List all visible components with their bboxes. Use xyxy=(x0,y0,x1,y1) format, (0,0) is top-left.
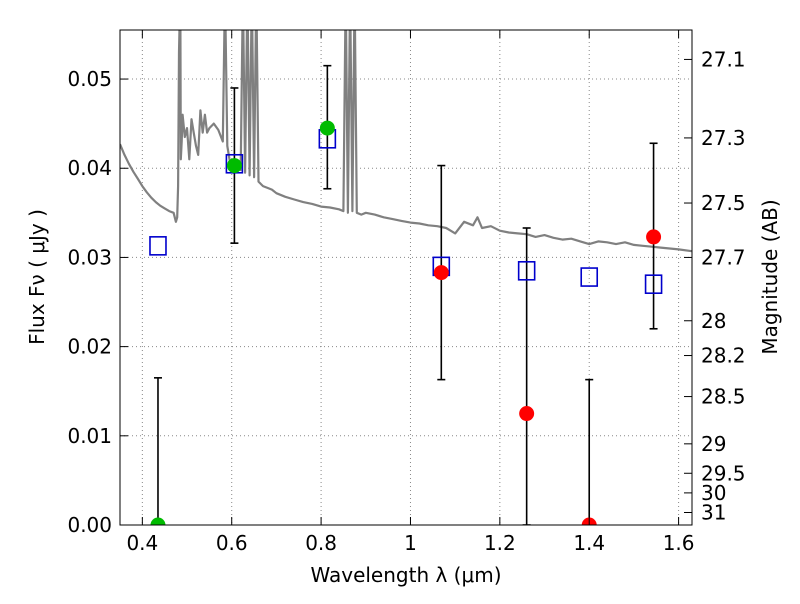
y-tick-label: 0.04 xyxy=(67,156,112,180)
x-tick-label: 1.4 xyxy=(573,531,605,555)
model-band-point xyxy=(580,267,599,287)
right-axis-label: Magnitude (AB) xyxy=(758,199,782,354)
plot-frame xyxy=(119,29,693,526)
right-tick-label: 27.5 xyxy=(701,191,746,215)
x-tick-label: 1.2 xyxy=(484,531,516,555)
observed-point-green xyxy=(226,158,242,174)
observed-point-green xyxy=(150,517,166,525)
model-band-point xyxy=(644,274,663,294)
observed-points xyxy=(150,120,662,525)
observed-point-red xyxy=(433,265,449,281)
right-tick-label: 27.7 xyxy=(701,245,746,269)
right-tick-label: 31 xyxy=(701,501,726,525)
y-tick-label: 0.01 xyxy=(67,424,112,448)
right-tick-label: 29 xyxy=(701,432,726,456)
x-tick-label: 0.6 xyxy=(216,531,248,555)
right-tick-label: 27.3 xyxy=(701,126,746,150)
x-tick-label: 0.4 xyxy=(126,531,158,555)
y-tick-label: 0.00 xyxy=(67,513,112,537)
observed-point-red xyxy=(519,406,535,422)
y-axis-label: Flux Fν ( μJy ) xyxy=(25,209,49,345)
x-axis-label: Wavelength λ (μm) xyxy=(310,563,501,587)
y-tick-label: 0.03 xyxy=(67,245,112,269)
model-band-point xyxy=(517,261,536,281)
right-tick-label: 28.5 xyxy=(701,385,746,409)
observed-point-red xyxy=(646,229,662,245)
observed-point-green xyxy=(319,120,335,136)
x-axis-ticks: 0.4 0.6 0.8 1 1.2 1.4 1.6 xyxy=(126,30,695,555)
y-axis-ticks: 0.00 0.01 0.02 0.03 0.04 0.05 xyxy=(67,67,128,537)
y-tick-label: 0.02 xyxy=(67,335,112,359)
x-tick-label: 1.6 xyxy=(663,531,695,555)
model-band-point xyxy=(149,236,167,256)
right-tick-label: 27.1 xyxy=(701,47,746,71)
right-tick-label: 29.5 xyxy=(701,461,746,485)
right-tick-label: 28 xyxy=(701,309,726,333)
right-tick-label: 30 xyxy=(701,481,726,505)
right-tick-label: 28.2 xyxy=(701,344,746,368)
x-tick-label: 1 xyxy=(404,531,417,555)
x-tick-label: 0.8 xyxy=(305,531,337,555)
y-tick-label: 0.05 xyxy=(67,67,112,91)
